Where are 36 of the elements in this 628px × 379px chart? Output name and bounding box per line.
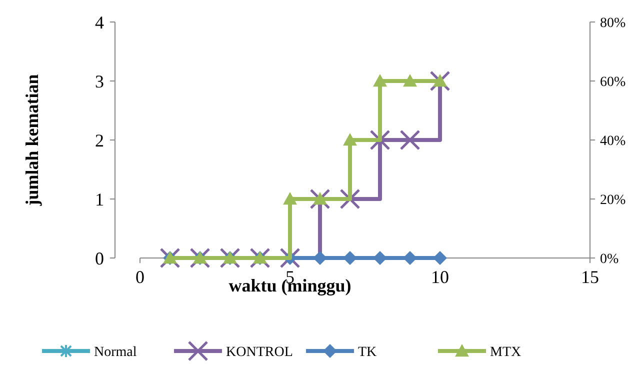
legend-label: MTX bbox=[490, 344, 522, 360]
point bbox=[310, 188, 330, 210]
y-tick-label: 2 bbox=[95, 130, 104, 150]
y2-tick-label: 0% bbox=[600, 252, 619, 267]
point bbox=[373, 251, 387, 265]
y-axis-title: jumlah kematian bbox=[22, 74, 42, 207]
point bbox=[313, 251, 327, 265]
point bbox=[250, 248, 270, 268]
y-tick-label: 3 bbox=[95, 71, 104, 92]
point bbox=[283, 192, 297, 205]
legend-label: Normal bbox=[94, 344, 137, 360]
x-tick-label: 15 bbox=[581, 267, 599, 287]
point bbox=[403, 74, 417, 87]
point bbox=[343, 251, 357, 265]
point bbox=[160, 248, 180, 268]
x-tick-label: 0 bbox=[136, 267, 144, 287]
point bbox=[343, 133, 357, 146]
y2-tick-label: 60% bbox=[600, 74, 626, 90]
y2-tick-label: 40% bbox=[600, 134, 626, 149]
y2-tick-label: 20% bbox=[600, 192, 626, 208]
y-tick-label: 1 bbox=[95, 189, 104, 210]
point bbox=[433, 251, 447, 265]
y-tick-label: 4 bbox=[95, 12, 104, 32]
y-tick-label: 0 bbox=[95, 248, 104, 268]
point bbox=[220, 248, 240, 268]
point bbox=[190, 248, 210, 268]
point bbox=[313, 192, 327, 205]
point bbox=[403, 251, 417, 265]
point bbox=[400, 130, 420, 150]
point bbox=[373, 74, 387, 87]
x-tick-label: 10 bbox=[431, 267, 449, 287]
point bbox=[433, 74, 447, 87]
y2-tick-label: 80% bbox=[600, 16, 626, 31]
legend-label: KONTROL bbox=[226, 344, 293, 360]
legend-label: TK bbox=[358, 344, 377, 360]
point bbox=[430, 70, 450, 92]
